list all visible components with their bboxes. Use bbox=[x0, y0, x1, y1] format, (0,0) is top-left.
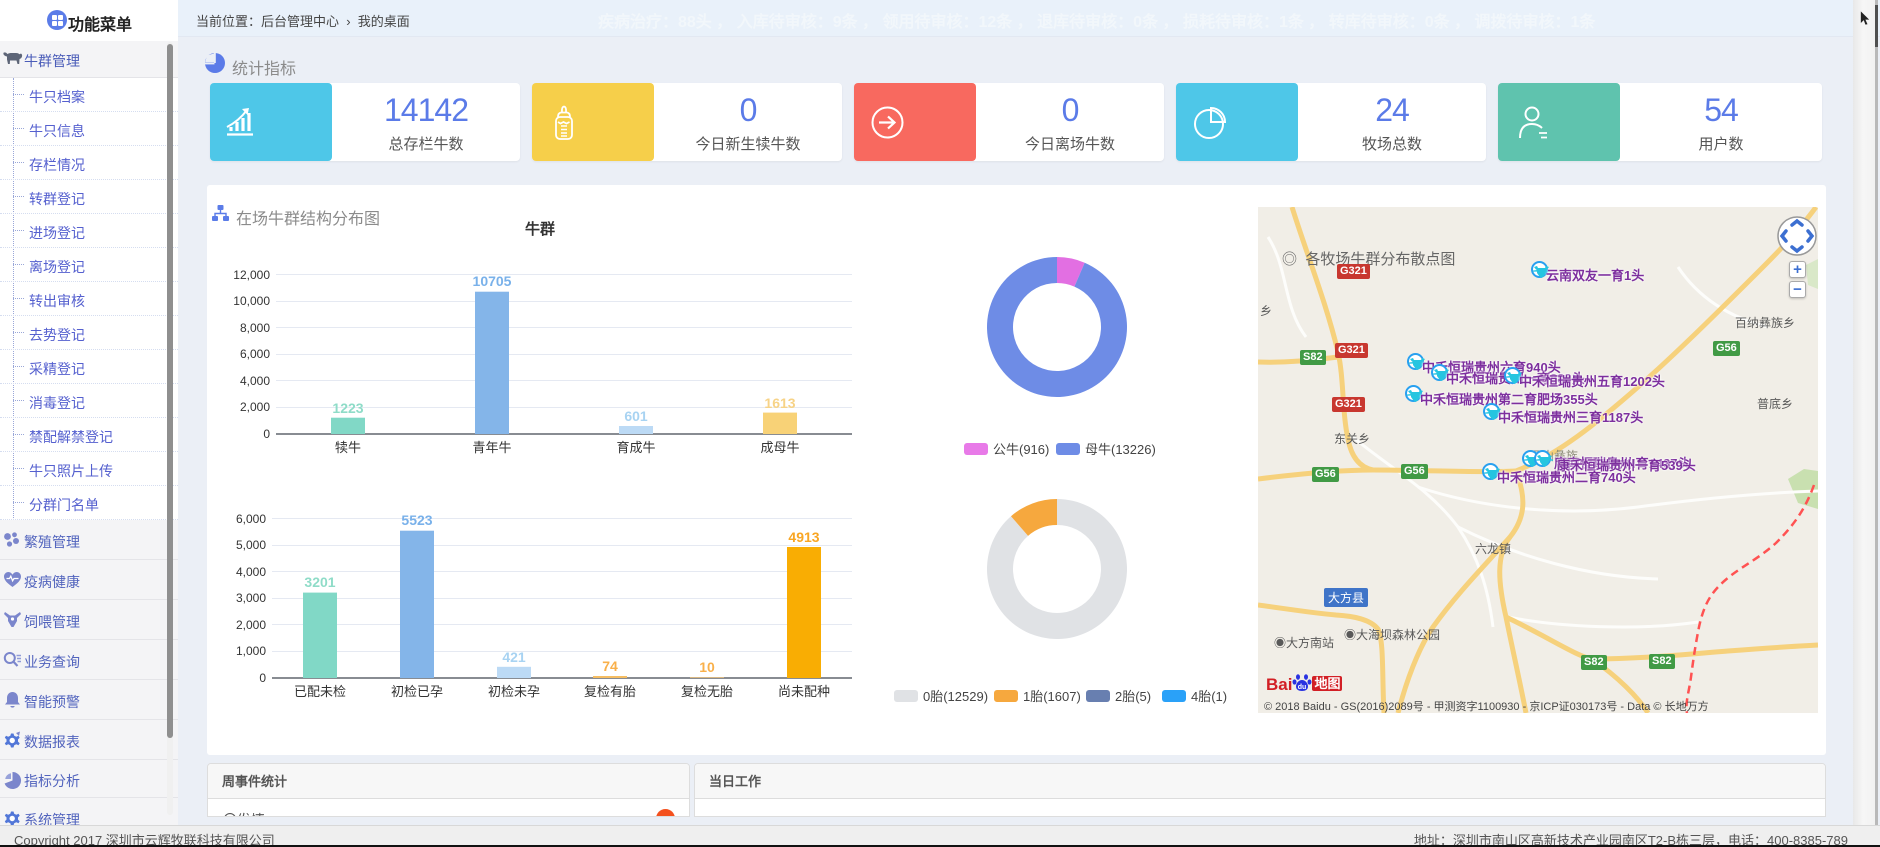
svg-text:5,000: 5,000 bbox=[236, 538, 266, 552]
svg-text:4,000: 4,000 bbox=[236, 565, 266, 579]
svg-text:4913: 4913 bbox=[788, 529, 819, 545]
svg-text:公牛(916): 公牛(916) bbox=[993, 442, 1049, 457]
svg-text:2,000: 2,000 bbox=[236, 618, 266, 632]
svg-text:青年牛: 青年牛 bbox=[472, 440, 511, 455]
svg-text:8,000: 8,000 bbox=[240, 321, 270, 335]
svg-text:初检未孕: 初检未孕 bbox=[488, 684, 540, 699]
svg-text:0胎(12529): 0胎(12529) bbox=[923, 689, 988, 704]
svg-text:5523: 5523 bbox=[401, 512, 432, 528]
svg-text:1223: 1223 bbox=[332, 400, 363, 416]
svg-text:10705: 10705 bbox=[473, 273, 512, 289]
svg-text:4,000: 4,000 bbox=[240, 374, 270, 388]
svg-text:1613: 1613 bbox=[764, 395, 795, 411]
svg-text:3,000: 3,000 bbox=[236, 591, 266, 605]
svg-text:10,000: 10,000 bbox=[233, 294, 270, 308]
svg-text:复检有胎: 复检有胎 bbox=[584, 684, 636, 699]
svg-text:1,000: 1,000 bbox=[236, 644, 266, 658]
svg-text:4胎(1): 4胎(1) bbox=[1191, 689, 1227, 704]
svg-text:421: 421 bbox=[502, 649, 526, 665]
svg-text:10: 10 bbox=[699, 659, 715, 675]
svg-text:牛群: 牛群 bbox=[525, 220, 555, 238]
svg-text:已配未检: 已配未检 bbox=[294, 684, 346, 699]
svg-text:母牛(13226): 母牛(13226) bbox=[1085, 442, 1156, 457]
svg-text:尚未配种: 尚未配种 bbox=[778, 684, 830, 699]
svg-text:复检无胎: 复检无胎 bbox=[681, 684, 733, 699]
svg-text:74: 74 bbox=[602, 658, 618, 674]
svg-text:du: du bbox=[1298, 684, 1307, 691]
svg-text:12,000: 12,000 bbox=[233, 268, 270, 282]
svg-text:3201: 3201 bbox=[304, 574, 335, 590]
svg-text:成母牛: 成母牛 bbox=[760, 440, 799, 455]
svg-text:初检已孕: 初检已孕 bbox=[391, 684, 443, 699]
svg-text:2胎(5): 2胎(5) bbox=[1115, 689, 1151, 704]
svg-text:6,000: 6,000 bbox=[240, 347, 270, 361]
svg-text:2,000: 2,000 bbox=[240, 400, 270, 414]
svg-text:0: 0 bbox=[259, 671, 266, 685]
svg-text:育成牛: 育成牛 bbox=[616, 440, 655, 455]
svg-text:601: 601 bbox=[624, 408, 648, 424]
svg-text:0: 0 bbox=[263, 427, 270, 441]
svg-text:6,000: 6,000 bbox=[236, 512, 266, 526]
svg-text:犊牛: 犊牛 bbox=[335, 440, 361, 455]
svg-text:1胎(1607): 1胎(1607) bbox=[1023, 689, 1081, 704]
